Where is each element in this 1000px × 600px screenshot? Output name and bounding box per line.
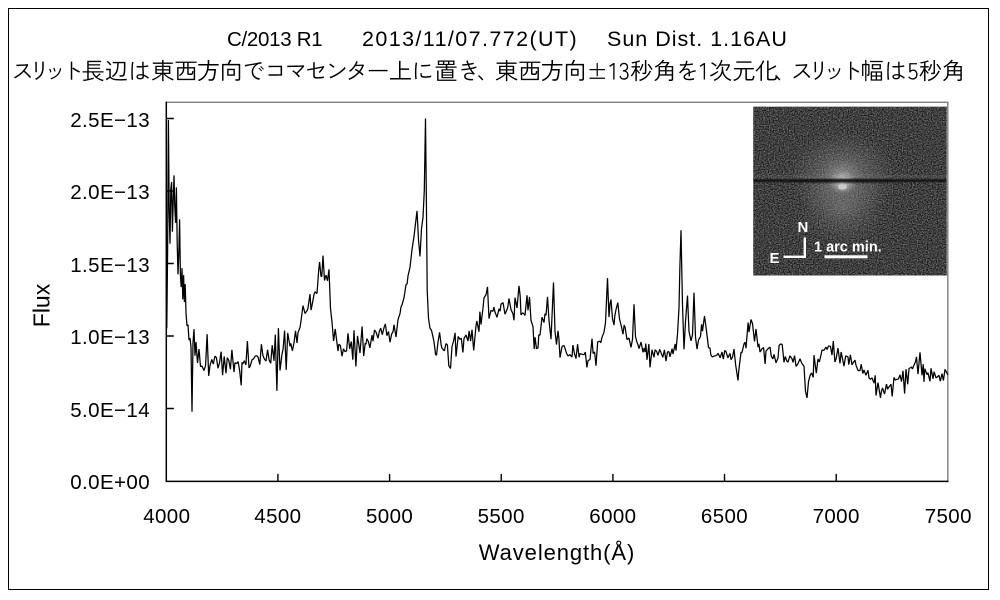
svg-text:N: N [798,219,809,236]
svg-text:1 arc min.: 1 arc min. [814,240,882,256]
svg-text:E: E [770,250,780,267]
